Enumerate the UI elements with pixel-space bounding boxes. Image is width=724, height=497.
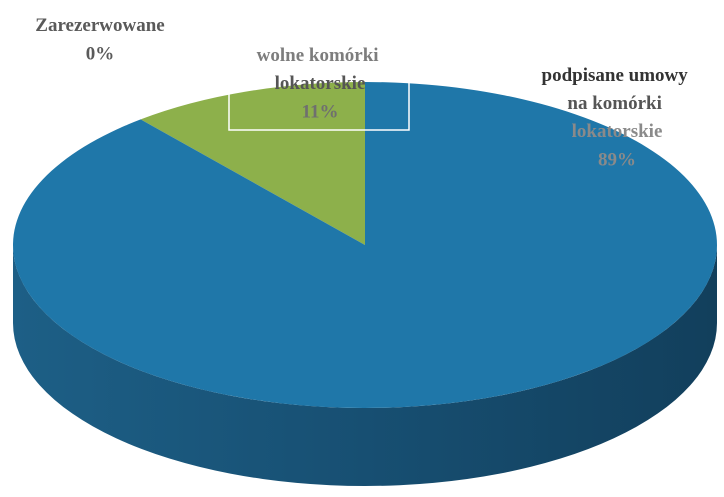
slice-value-label: 11%	[302, 101, 339, 122]
pie-side	[13, 245, 717, 486]
labels: Zarezerwowane 0% wolne komórki lokatorskie…	[35, 15, 692, 170]
slice-label: wolne komórki lokatorskie	[257, 45, 384, 94]
slice-value-label: 89%	[598, 149, 636, 170]
label-box	[228, 75, 410, 131]
pie	[13, 82, 718, 486]
pie-slice	[13, 82, 718, 409]
slice-label: Zarezerwowane	[35, 15, 164, 36]
pie-slice	[140, 82, 365, 245]
slice-label: podpisane umowy na komórki lokatorskie	[542, 65, 693, 142]
slice-value-label: 0%	[86, 43, 115, 64]
